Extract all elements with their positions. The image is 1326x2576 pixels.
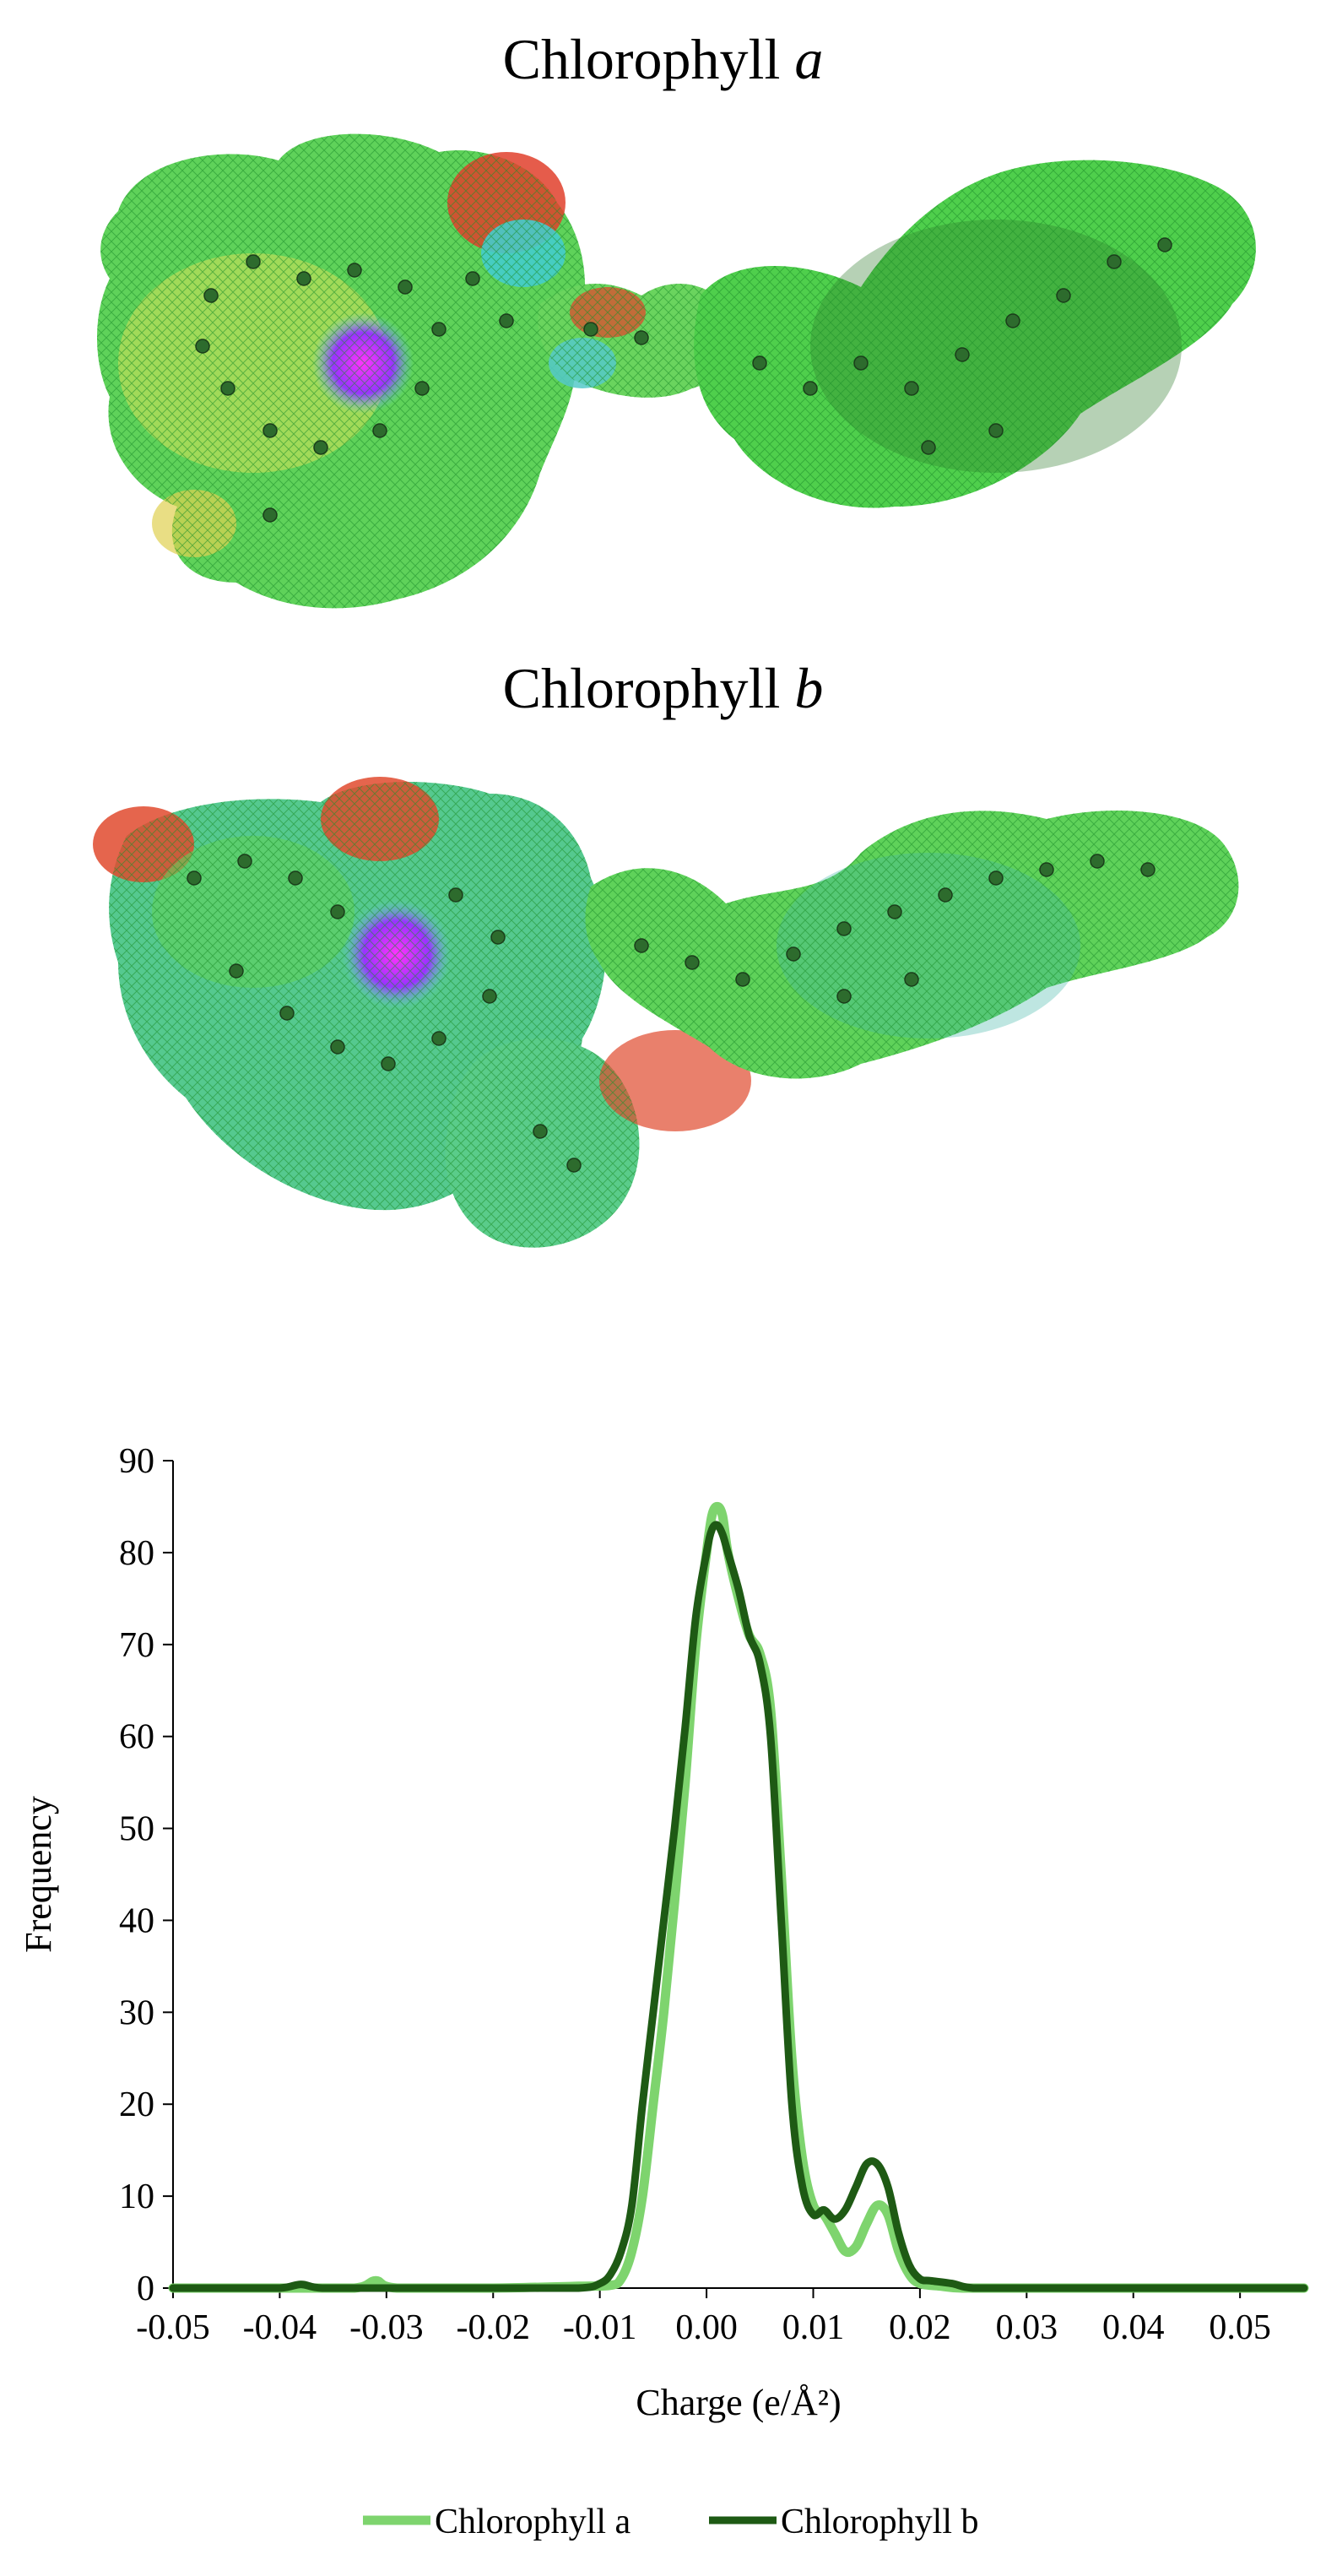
x-tick-label: 0.05 (1209, 2308, 1271, 2347)
y-tick-label: 20 (119, 2085, 154, 2124)
molecule-b-atoms (187, 854, 1156, 1173)
x-tick-label: 0.02 (889, 2308, 951, 2347)
x-tick-label: -0.01 (563, 2308, 637, 2347)
series-line-chlorophyll-a (168, 1501, 1309, 2293)
legend-label: Chlorophyll b (781, 2503, 979, 2541)
molecule-b-name: Chlorophyll (502, 656, 781, 720)
legend: Chlorophyll a Chlorophyll b (363, 2503, 979, 2541)
y-tick-label: 80 (119, 1534, 154, 1573)
legend-label: Chlorophyll a (435, 2503, 631, 2541)
y-tick-label: 10 (119, 2177, 154, 2216)
x-axis-label: Charge (e/Å²) (636, 2382, 841, 2423)
molecule-b-ester-surface (445, 1030, 751, 1248)
y-tick-label: 30 (119, 1993, 154, 2032)
molecule-a-tail-surface (694, 160, 1256, 508)
molecule-b-title: Chlorophyll b (0, 654, 1326, 722)
x-tick-label: 0.03 (996, 2308, 1058, 2347)
y-tick-label: 90 (119, 1442, 154, 1481)
x-tick-label: 0.00 (675, 2308, 738, 2347)
molecule-b-variant: b (794, 656, 824, 720)
x-tick-label: -0.04 (243, 2308, 317, 2347)
y-ticks: 0 10 20 30 40 50 60 70 80 90 (119, 1442, 173, 2308)
molecule-a-illustration (97, 133, 1256, 609)
x-tick-label: 0.04 (1102, 2308, 1165, 2347)
series-line-chlorophyll-b (169, 1521, 1308, 2292)
y-tick-label: 60 (119, 1718, 154, 1757)
x-tick-label: -0.02 (456, 2308, 530, 2347)
molecule-b-illustration (93, 777, 1239, 1248)
y-tick-label: 0 (137, 2270, 154, 2308)
charge-frequency-chart: 0 10 20 30 40 50 60 70 80 90 -0.05 -0.04 -0.03 -0.02… (18, 1442, 1309, 2541)
x-tick-label: -0.03 (349, 2308, 424, 2347)
x-tick-label: -0.05 (136, 2308, 210, 2347)
x-tick-label: 0.01 (782, 2308, 845, 2347)
y-tick-label: 50 (119, 1810, 154, 1849)
molecule-a-title: Chlorophyll a (0, 25, 1326, 93)
y-axis-label: Frequency (18, 1796, 59, 1953)
molecule-b-tail-surface (585, 811, 1239, 1079)
molecule-a-atoms (195, 237, 1172, 523)
y-tick-label: 70 (119, 1626, 154, 1665)
x-ticks: -0.05 -0.04 -0.03 -0.02 -0.01 0.00 0.01 0.02 0.0… (136, 2288, 1271, 2347)
y-tick-label: 40 (119, 1901, 154, 1940)
series-lines (168, 1501, 1309, 2293)
molecule-a-head-surface (97, 133, 586, 609)
molecule-a-name: Chlorophyll (502, 27, 781, 91)
molecule-a-variant: a (794, 27, 824, 91)
